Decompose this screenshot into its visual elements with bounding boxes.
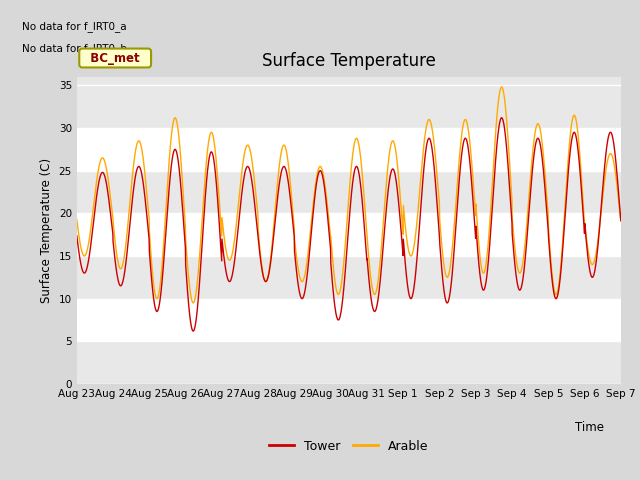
Bar (77, 299, 621, 341)
Bar (77, 213, 621, 256)
Bar (77, 256, 621, 299)
Title: Surface Temperature: Surface Temperature (262, 52, 436, 70)
Bar (77, 85, 621, 128)
Bar (77, 128, 621, 171)
Bar (77, 341, 621, 384)
Text: No data for f_IRT0_a: No data for f_IRT0_a (22, 22, 127, 33)
X-axis label: Time: Time (575, 421, 604, 434)
Text: BC_met: BC_met (82, 51, 148, 64)
Y-axis label: Surface Temperature (C): Surface Temperature (C) (40, 158, 53, 303)
Bar (77, 171, 621, 213)
Legend: Tower, Arable: Tower, Arable (264, 434, 433, 457)
Text: No data for f_IRT0_b: No data for f_IRT0_b (22, 43, 127, 54)
